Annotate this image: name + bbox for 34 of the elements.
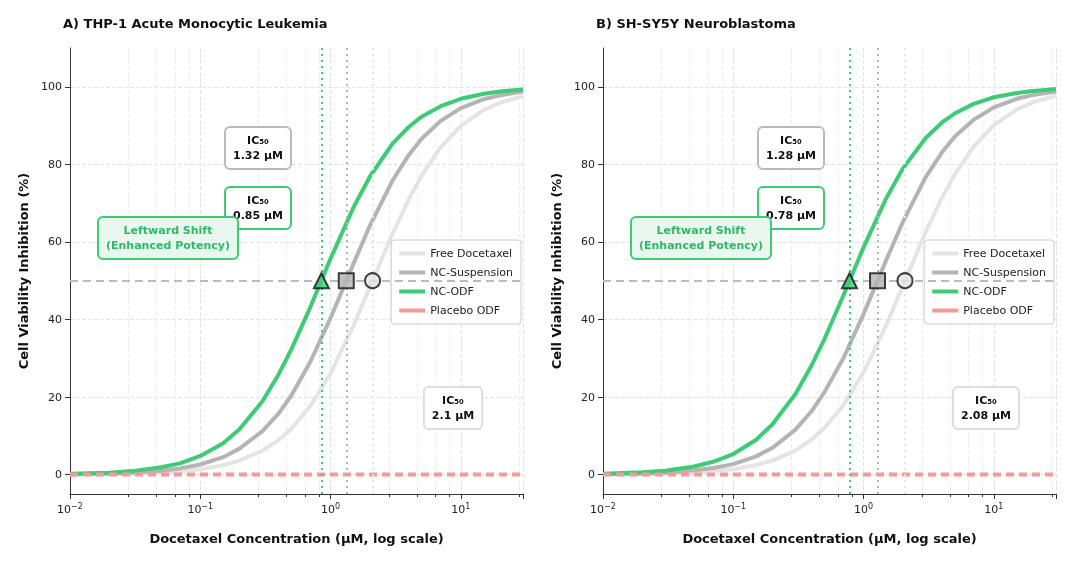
legend-label: Placebo ODF: [430, 304, 501, 317]
annotation: IC₅₀ 0.78 μM: [765, 194, 817, 222]
chart-title: A) THP-1 Acute Monocytic Leukemia: [63, 16, 328, 31]
y-tick-label: 60: [48, 235, 62, 249]
y-tick-label: 40: [581, 312, 595, 326]
annotation: IC₅₀ 2.08 μM: [960, 394, 1012, 422]
chart-title: B) SH-SY5Y Neuroblastoma: [596, 16, 796, 31]
legend-label: Free Docetaxel: [963, 247, 1046, 260]
y-tick-label: 40: [48, 312, 62, 326]
y-tick-label: 80: [581, 157, 595, 171]
y-axis-title: Cell Viability Inhibition (%): [16, 172, 31, 370]
legend-label: Free Docetaxel: [430, 247, 513, 260]
annotation: IC₅₀ 1.28 μM: [765, 134, 817, 162]
annotation: Leftward Shift (Enhanced Potency): [638, 224, 764, 252]
y-tick-label: 0: [55, 468, 62, 482]
y-axis-title: Cell Viability Inhibition (%): [549, 172, 564, 370]
y-tick-label: 20: [581, 390, 595, 404]
legend-label: NC-Suspension: [430, 266, 514, 279]
legend-label: NC-ODF: [430, 285, 474, 298]
y-tick-label: 80: [48, 157, 62, 171]
x-axis-title: Docetaxel Concentration (μM, log scale): [149, 531, 444, 546]
y-tick-label: 20: [48, 390, 62, 404]
annotation: IC₅₀ 0.85 μM: [232, 194, 284, 222]
legend-label: NC-Suspension: [963, 266, 1047, 279]
annotation: IC₅₀ 1.32 μM: [232, 134, 284, 162]
y-tick-label: 60: [581, 235, 595, 249]
annotation: Leftward Shift (Enhanced Potency): [105, 224, 231, 252]
annotation: IC₅₀ 2.1 μM: [431, 394, 475, 422]
y-tick-label: 100: [41, 80, 62, 94]
legend-label: NC-ODF: [963, 285, 1007, 298]
x-axis-title: Docetaxel Concentration (μM, log scale): [682, 531, 977, 546]
y-tick-label: 0: [588, 468, 595, 482]
legend-label: Placebo ODF: [963, 304, 1034, 317]
y-tick-label: 100: [574, 80, 595, 94]
